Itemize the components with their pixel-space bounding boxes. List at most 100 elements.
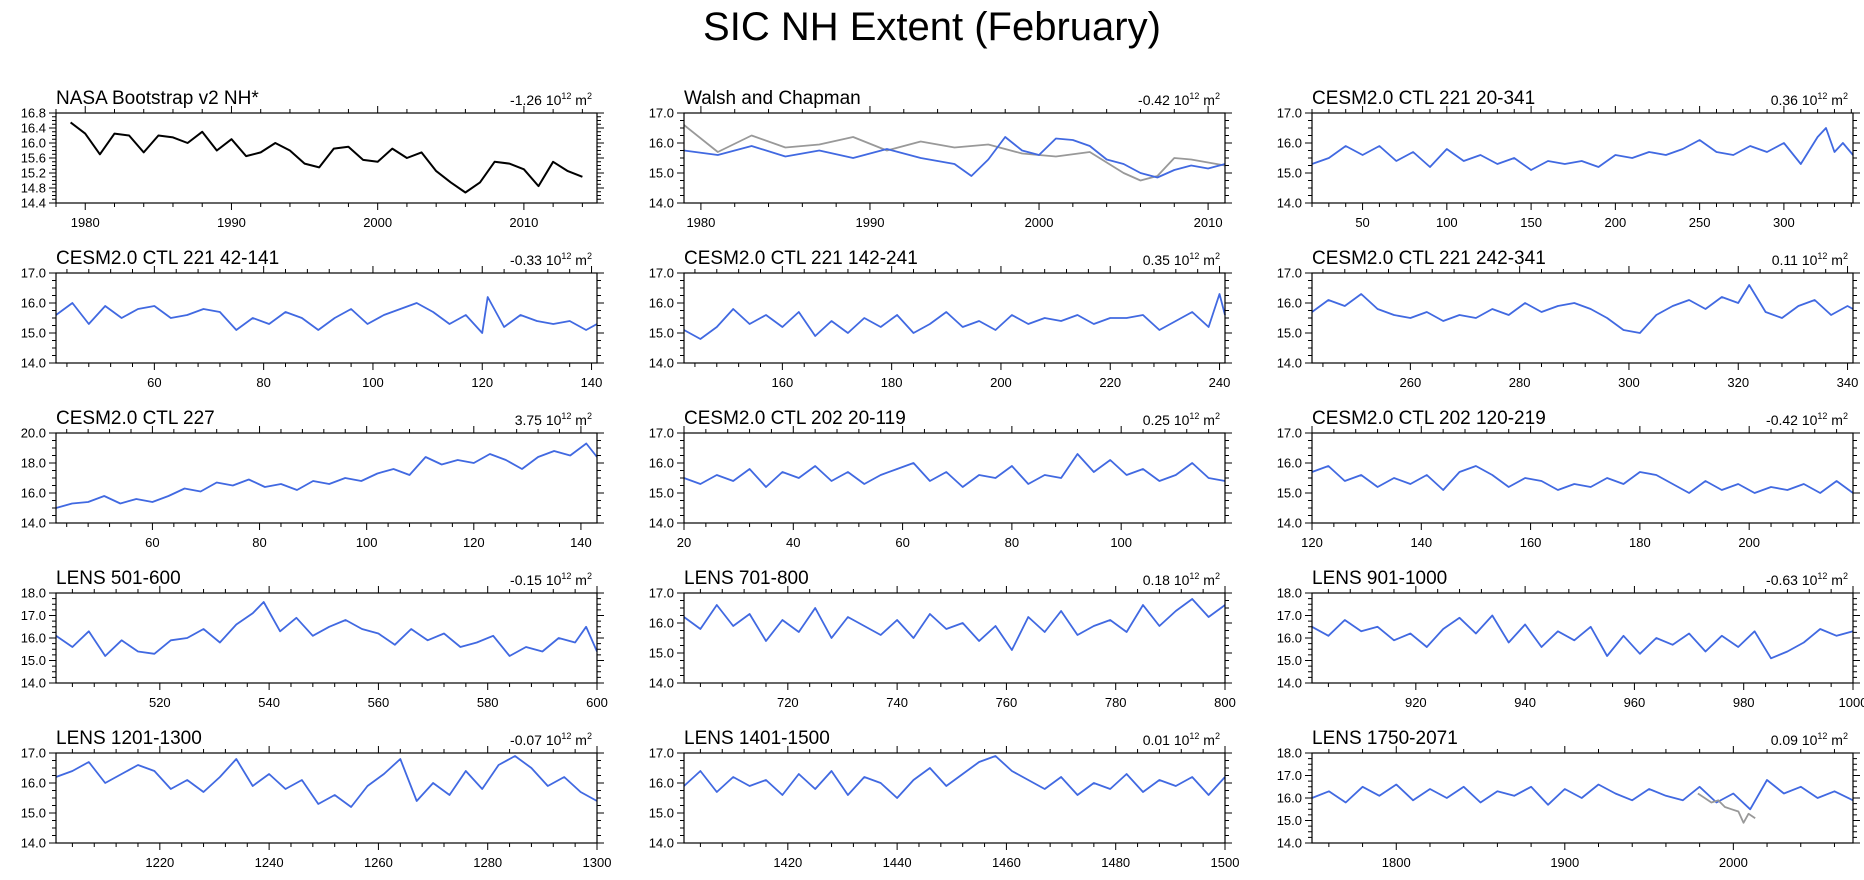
x-tick-label: 80: [256, 375, 270, 390]
series-line-1: [1311, 284, 1854, 334]
x-tick-label: 80: [252, 535, 266, 550]
y-tick-label: 16.0: [649, 776, 674, 791]
x-tick-label: 1990: [217, 215, 246, 230]
y-tick-label: 16.0: [649, 456, 674, 471]
x-tick-label: 920: [1405, 695, 1427, 710]
y-tick-label: 14.0: [649, 676, 674, 691]
panel-10: LENS 501-600 -0.15 1012 m2 14.0 15.0 16.0 17.…: [21, 568, 608, 710]
x-tick-label: 120: [463, 535, 485, 550]
x-tick-label: 120: [471, 375, 493, 390]
x-tick-label: 720: [777, 695, 799, 710]
y-tick-label: 17.0: [1277, 768, 1302, 783]
series-line-1: [55, 755, 598, 808]
x-tick-label: 1900: [1550, 855, 1579, 870]
y-tick-label: 15.0: [21, 326, 46, 341]
y-tick-label: 20.0: [21, 426, 46, 441]
y-tick-label: 14.0: [649, 516, 674, 531]
panel-title: CESM2.0 CTL 202 120-219: [1312, 408, 1546, 429]
trend-value: 0.35 1012 m2: [1143, 251, 1220, 268]
x-tick-label: 1260: [364, 855, 393, 870]
y-tick-label: 15.0: [649, 166, 674, 181]
x-tick-label: 1240: [255, 855, 284, 870]
panel-3: CESM2.0 CTL 221 20-341 0.36 1012 m2 14.0 15…: [1277, 88, 1860, 230]
y-tick-label: 17.0: [649, 426, 674, 441]
y-tick-label: 16.0: [21, 136, 46, 151]
panel-title: NASA Bootstrap v2 NH*: [56, 88, 259, 109]
panel-title: CESM2.0 CTL 202 20-119: [684, 408, 906, 429]
y-tick-label: 14.8: [21, 181, 46, 196]
series-line-1: [1311, 779, 1854, 811]
y-tick-label: 18.0: [1277, 746, 1302, 761]
panel-11: LENS 701-800 0.18 1012 m2 14.0 15.0 16.0 17.0…: [649, 568, 1236, 710]
y-tick-label: 17.0: [1277, 426, 1302, 441]
x-tick-label: 2010: [509, 215, 538, 230]
y-tick-label: 15.0: [649, 486, 674, 501]
trend-value: 0.09 1012 m2: [1771, 731, 1848, 748]
trend-value: -0.63 1012 m2: [1766, 571, 1848, 588]
y-tick-label: 15.0: [21, 653, 46, 668]
y-tick-label: 16.0: [21, 296, 46, 311]
y-tick-label: 14.0: [1277, 356, 1302, 371]
x-tick-label: 150: [1520, 215, 1542, 230]
x-tick-label: 200: [1605, 215, 1627, 230]
panel-title: Walsh and Chapman: [684, 88, 861, 109]
plot-frame: [683, 272, 1226, 364]
y-tick-label: 14.0: [21, 676, 46, 691]
plot-frame: [55, 592, 598, 684]
series-line-1: [55, 442, 598, 509]
y-tick-label: 14.0: [21, 356, 46, 371]
y-tick-label: 16.0: [21, 776, 46, 791]
panel-1: NASA Bootstrap v2 NH* -1.26 1012 m2 14.414…: [21, 88, 604, 230]
plot-frame: [683, 592, 1226, 684]
y-tick-label: 16.0: [1277, 631, 1302, 646]
x-tick-label: 50: [1355, 215, 1369, 230]
y-tick-label: 17.0: [21, 608, 46, 623]
x-tick-label: 180: [881, 375, 903, 390]
y-tick-label: 17.0: [21, 266, 46, 281]
x-tick-label: 980: [1733, 695, 1755, 710]
series-line-2: [1697, 792, 1756, 824]
trend-value: 0.25 1012 m2: [1143, 411, 1220, 428]
plot-frame: [683, 752, 1226, 844]
y-tick-label: 15.0: [1277, 486, 1302, 501]
x-tick-label: 580: [477, 695, 499, 710]
series-line-1: [69, 121, 583, 194]
x-tick-label: 240: [1209, 375, 1231, 390]
panel-title: LENS 1201-1300: [56, 728, 202, 749]
y-tick-label: 16.8: [21, 106, 46, 121]
y-tick-label: 17.0: [649, 746, 674, 761]
y-tick-label: 14.0: [1277, 516, 1302, 531]
x-tick-label: 780: [1105, 695, 1127, 710]
y-tick-label: 16.0: [649, 136, 674, 151]
panel-title: LENS 701-800: [684, 568, 809, 589]
y-tick-label: 16.0: [1277, 296, 1302, 311]
trend-value: 3.75 1012 m2: [515, 411, 592, 428]
plot-frame: [683, 432, 1226, 524]
plot-frame: [55, 112, 598, 204]
panel-6: CESM2.0 CTL 221 242-341 0.11 1012 m2 14.0 1…: [1277, 248, 1860, 390]
x-tick-label: 740: [886, 695, 908, 710]
plot-frame: [55, 432, 598, 524]
x-tick-label: 800: [1214, 695, 1236, 710]
x-tick-label: 180: [1629, 535, 1651, 550]
trend-value: 0.11 1012 m2: [1772, 251, 1848, 268]
x-tick-label: 320: [1727, 375, 1749, 390]
x-tick-label: 1480: [1101, 855, 1130, 870]
plot-frame: [1311, 752, 1854, 844]
y-tick-label: 15.0: [649, 646, 674, 661]
x-tick-label: 160: [1520, 535, 1542, 550]
y-tick-label: 14.0: [649, 356, 674, 371]
plot-frame: [1311, 592, 1854, 684]
x-tick-label: 120: [1301, 535, 1323, 550]
y-tick-label: 14.0: [1277, 676, 1302, 691]
panel-title: LENS 1750-2071: [1312, 728, 1458, 749]
x-tick-label: 1800: [1382, 855, 1411, 870]
panel-title: CESM2.0 CTL 221 242-341: [1312, 248, 1546, 269]
series-line-1: [1311, 127, 1854, 171]
y-tick-label: 14.0: [21, 836, 46, 851]
series-line-1: [1311, 614, 1854, 660]
trend-value: -0.42 1012 m2: [1138, 91, 1220, 108]
x-tick-label: 60: [145, 535, 159, 550]
x-tick-label: 200: [990, 375, 1012, 390]
